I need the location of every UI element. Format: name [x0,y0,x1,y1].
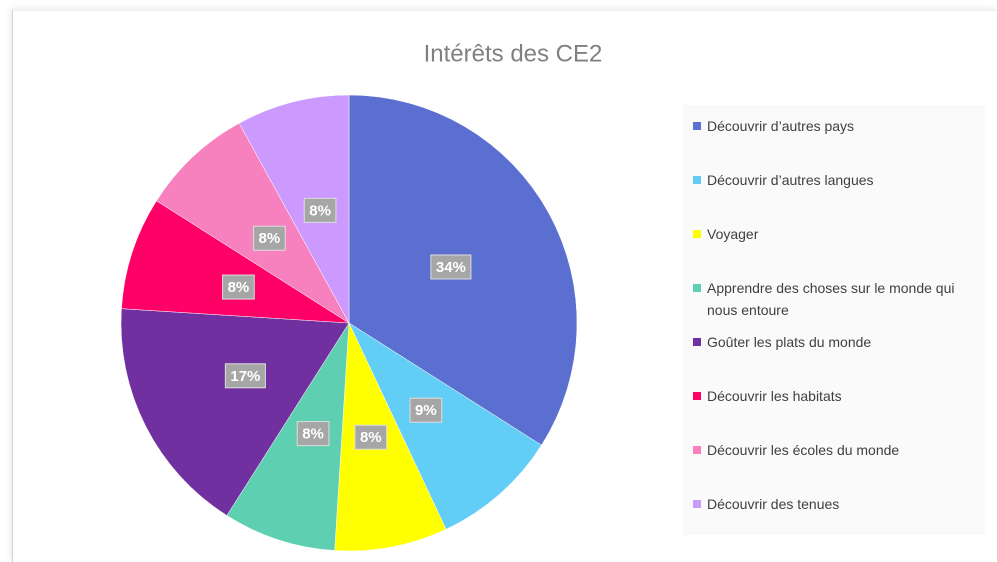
legend-swatch [693,122,701,130]
data-label-text: 8% [302,426,324,443]
legend-label: Goûter les plats du monde [707,334,872,350]
legend: Découvrir d’autres pays Découvrir d’autre… [683,105,985,535]
legend-swatch [693,338,701,346]
legend-swatch [693,176,701,184]
legend-item: Découvrir d’autres pays [693,115,983,137]
pie-slice [334,322,447,552]
data-label: 34% [430,254,472,280]
data-label-text: 9% [415,402,437,419]
legend-item: Voyager [693,223,983,245]
data-label-text: 8% [309,202,331,219]
data-label-box [354,424,388,450]
legend-label: Découvrir les écoles du monde [707,442,900,458]
data-label: 8% [354,424,388,450]
legend-swatch [693,446,701,454]
data-label-text: 8% [360,429,382,446]
legend-label: Découvrir d’autres pays [707,118,855,134]
legend-swatch [693,230,701,238]
legend-label: Apprendre des choses sur le monde qui no… [707,280,955,318]
legend-item: Découvrir des tenues [693,493,983,515]
data-label-box [409,397,443,423]
data-label-text: 8% [228,279,250,296]
legend-item: Découvrir les habitats [693,385,983,407]
data-label-box [303,197,337,223]
pie-slice [238,94,350,324]
data-label-text: 34% [436,259,466,276]
data-label: 8% [303,197,337,223]
chart-title: Intérêts des CE2 [424,40,603,67]
legend-item: Découvrir les écoles du monde [693,439,983,461]
data-label-text: 8% [259,230,281,247]
data-label-box [253,225,286,251]
legend-item: Apprendre des choses sur le monde qui no… [693,277,983,321]
legend-swatch [693,392,701,400]
legend-swatch [693,284,701,292]
legend-item: Découvrir d’autres langues [693,169,983,191]
legend-label: Découvrir les habitats [707,388,842,404]
data-label: 8% [222,274,255,300]
pie-slice [120,308,350,516]
legend-label: Voyager [707,226,759,242]
data-label-box [430,254,472,280]
data-label-box [296,421,330,447]
chart-frame [12,10,997,562]
pie-slice [121,200,350,324]
data-label-text: 17% [230,368,260,385]
data-label-box [222,274,255,300]
data-label: 17% [224,363,266,389]
data-label: 8% [253,225,286,251]
legend-item: Goûter les plats du monde [693,331,983,353]
pie-slice [348,322,542,530]
legend-label: Découvrir d’autres langues [707,172,874,188]
data-label: 9% [409,397,443,423]
data-label-box [224,363,266,389]
legend-swatch [693,500,701,508]
pie-slice [156,122,350,324]
pie-slice [226,322,350,551]
legend-label: Découvrir des tenues [707,496,840,512]
data-label: 8% [296,421,330,447]
